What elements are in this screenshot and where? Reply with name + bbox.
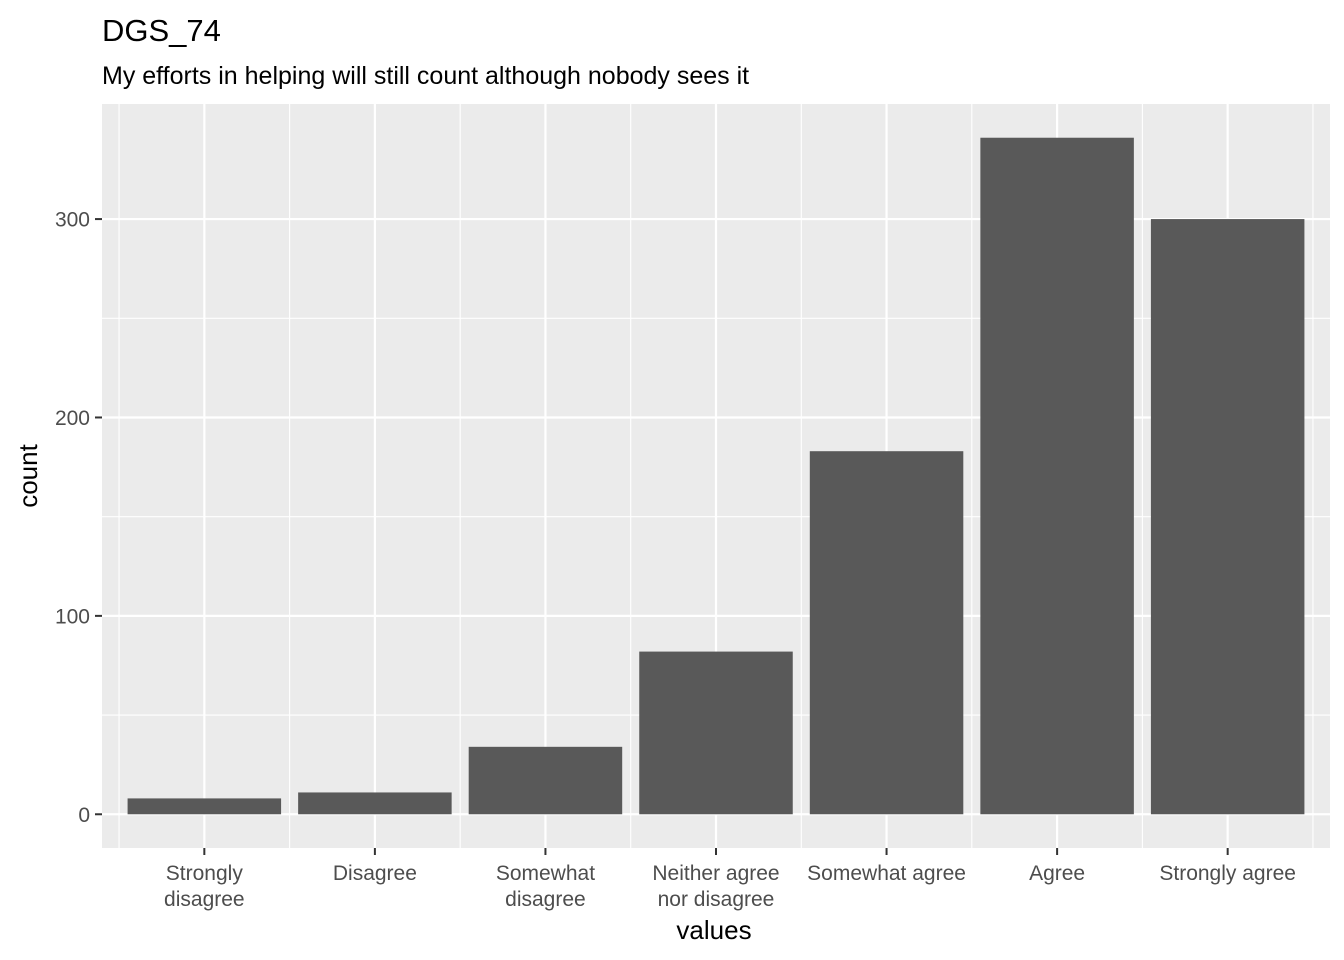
y-axis-title: count [13, 443, 43, 507]
y-tick-label: 300 [55, 209, 90, 232]
x-tick-label-line: disagree [164, 888, 245, 911]
x-tick-label: Disagree [333, 862, 417, 885]
x-tick-label-line: disagree [505, 888, 586, 911]
bar [980, 137, 1134, 815]
x-tick-label-line: Neither agree [652, 862, 779, 885]
x-tick-label: Neither agree nor disagree [652, 862, 779, 911]
bar [298, 792, 452, 815]
y-tick-label: 200 [55, 407, 90, 430]
x-tick-label-line: Strongly [166, 862, 244, 885]
x-axis: Strongly disagree Disagree Somewhat disagree… [164, 848, 1296, 911]
x-tick-label: Strongly agree [1159, 862, 1296, 885]
x-tick-label-line: Somewhat agree [807, 862, 966, 885]
x-tick-label-line: Agree [1029, 862, 1085, 885]
bar [639, 651, 793, 815]
x-axis-title: values [676, 915, 751, 945]
chart-title: DGS_74 [102, 13, 221, 48]
x-tick-label-line: Disagree [333, 862, 417, 885]
bar [1150, 219, 1305, 815]
y-axis: 0 100 200 300 [55, 209, 102, 827]
y-tick-label: 0 [78, 804, 90, 827]
bars [127, 137, 1305, 815]
x-tick-label: Somewhat disagree [496, 862, 595, 911]
y-tick-label: 100 [55, 605, 90, 628]
bar [127, 798, 282, 815]
x-tick-label: Strongly disagree [164, 862, 245, 911]
x-tick-label-line: Strongly agree [1159, 862, 1296, 885]
x-tick-label-line: nor disagree [658, 888, 775, 911]
x-tick-label: Agree [1029, 862, 1085, 885]
bar [809, 451, 964, 815]
bar [468, 746, 623, 815]
x-tick-label-line: Somewhat [496, 862, 595, 885]
chart-subtitle: My efforts in helping will still count a… [102, 62, 749, 90]
x-tick-label: Somewhat agree [807, 862, 966, 885]
